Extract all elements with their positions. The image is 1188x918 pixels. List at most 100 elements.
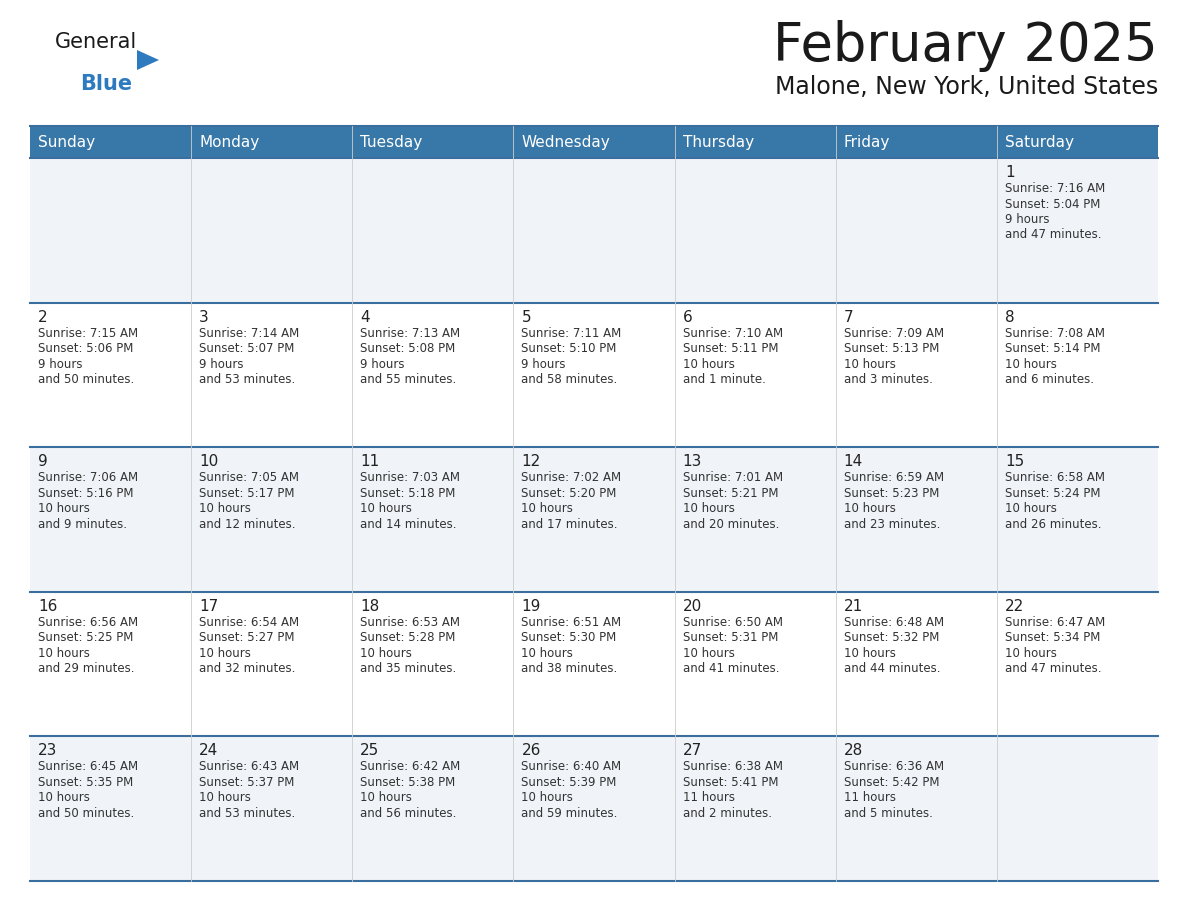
Bar: [835, 158, 997, 303]
Text: 6: 6: [683, 309, 693, 325]
Text: 14: 14: [843, 454, 862, 469]
Text: 10 hours: 10 hours: [200, 791, 251, 804]
Text: 10: 10: [200, 454, 219, 469]
Bar: [353, 303, 513, 447]
Text: Sunrise: 6:53 AM: Sunrise: 6:53 AM: [360, 616, 460, 629]
Text: Sunset: 5:24 PM: Sunset: 5:24 PM: [1005, 487, 1100, 499]
Text: Sunrise: 7:11 AM: Sunrise: 7:11 AM: [522, 327, 621, 340]
Text: Blue: Blue: [80, 74, 132, 94]
Text: Sunrise: 7:06 AM: Sunrise: 7:06 AM: [38, 471, 138, 484]
Text: Sunrise: 7:13 AM: Sunrise: 7:13 AM: [360, 327, 461, 340]
Text: Thursday: Thursday: [683, 135, 753, 150]
Text: 23: 23: [38, 744, 57, 758]
Text: Sunrise: 6:43 AM: Sunrise: 6:43 AM: [200, 760, 299, 773]
Text: Sunset: 5:07 PM: Sunset: 5:07 PM: [200, 342, 295, 355]
Bar: [30, 592, 191, 736]
Bar: [997, 158, 1158, 303]
Text: Sunrise: 7:16 AM: Sunrise: 7:16 AM: [1005, 182, 1105, 195]
Text: 8: 8: [1005, 309, 1015, 325]
Text: Sunset: 5:16 PM: Sunset: 5:16 PM: [38, 487, 133, 499]
Text: Saturday: Saturday: [1005, 135, 1074, 150]
Bar: [835, 126, 997, 158]
Text: Sunrise: 6:58 AM: Sunrise: 6:58 AM: [1005, 471, 1105, 484]
Text: 9 hours: 9 hours: [360, 358, 405, 371]
Text: 26: 26: [522, 744, 541, 758]
Text: and 20 minutes.: and 20 minutes.: [683, 518, 779, 531]
Text: 10 hours: 10 hours: [38, 502, 90, 515]
Text: Sunrise: 7:15 AM: Sunrise: 7:15 AM: [38, 327, 138, 340]
Text: Sunset: 5:08 PM: Sunset: 5:08 PM: [360, 342, 455, 355]
Bar: [835, 592, 997, 736]
Text: and 29 minutes.: and 29 minutes.: [38, 662, 134, 676]
Text: Tuesday: Tuesday: [360, 135, 423, 150]
Text: and 35 minutes.: and 35 minutes.: [360, 662, 456, 676]
Text: Sunrise: 6:54 AM: Sunrise: 6:54 AM: [200, 616, 299, 629]
Text: Sunset: 5:35 PM: Sunset: 5:35 PM: [38, 776, 133, 789]
Text: 10 hours: 10 hours: [683, 647, 734, 660]
Text: Sunrise: 6:47 AM: Sunrise: 6:47 AM: [1005, 616, 1105, 629]
Text: and 47 minutes.: and 47 minutes.: [1005, 662, 1101, 676]
Text: Sunset: 5:23 PM: Sunset: 5:23 PM: [843, 487, 939, 499]
Text: 9 hours: 9 hours: [38, 358, 82, 371]
Text: and 50 minutes.: and 50 minutes.: [38, 807, 134, 820]
Text: Sunset: 5:39 PM: Sunset: 5:39 PM: [522, 776, 617, 789]
Bar: [835, 736, 997, 881]
Text: 11 hours: 11 hours: [683, 791, 734, 804]
Text: and 59 minutes.: and 59 minutes.: [522, 807, 618, 820]
Text: Sunset: 5:32 PM: Sunset: 5:32 PM: [843, 632, 939, 644]
Text: 2: 2: [38, 309, 48, 325]
Text: Sunset: 5:27 PM: Sunset: 5:27 PM: [200, 632, 295, 644]
Text: Sunset: 5:14 PM: Sunset: 5:14 PM: [1005, 342, 1100, 355]
Bar: [191, 736, 353, 881]
Text: and 32 minutes.: and 32 minutes.: [200, 662, 296, 676]
Text: 24: 24: [200, 744, 219, 758]
Text: 15: 15: [1005, 454, 1024, 469]
Bar: [997, 303, 1158, 447]
Bar: [513, 736, 675, 881]
Text: Sunset: 5:17 PM: Sunset: 5:17 PM: [200, 487, 295, 499]
Text: 10 hours: 10 hours: [1005, 647, 1057, 660]
Bar: [675, 592, 835, 736]
Bar: [675, 736, 835, 881]
Text: Monday: Monday: [200, 135, 259, 150]
Text: 10 hours: 10 hours: [843, 502, 896, 515]
Text: 9 hours: 9 hours: [522, 358, 565, 371]
Text: Sunrise: 7:14 AM: Sunrise: 7:14 AM: [200, 327, 299, 340]
Text: 10 hours: 10 hours: [522, 647, 574, 660]
Text: Sunrise: 6:59 AM: Sunrise: 6:59 AM: [843, 471, 943, 484]
Text: and 17 minutes.: and 17 minutes.: [522, 518, 618, 531]
Text: 3: 3: [200, 309, 209, 325]
Text: February 2025: February 2025: [773, 20, 1158, 72]
Bar: [30, 126, 191, 158]
Bar: [513, 447, 675, 592]
Bar: [30, 158, 191, 303]
Text: Sunday: Sunday: [38, 135, 95, 150]
Text: and 38 minutes.: and 38 minutes.: [522, 662, 618, 676]
Text: Sunset: 5:41 PM: Sunset: 5:41 PM: [683, 776, 778, 789]
Text: Sunset: 5:11 PM: Sunset: 5:11 PM: [683, 342, 778, 355]
Bar: [353, 126, 513, 158]
Text: 10 hours: 10 hours: [683, 502, 734, 515]
Text: General: General: [55, 32, 138, 52]
Bar: [191, 592, 353, 736]
Text: Sunset: 5:37 PM: Sunset: 5:37 PM: [200, 776, 295, 789]
Text: 11: 11: [360, 454, 379, 469]
Text: Sunset: 5:10 PM: Sunset: 5:10 PM: [522, 342, 617, 355]
Text: Sunrise: 6:40 AM: Sunrise: 6:40 AM: [522, 760, 621, 773]
Text: Sunrise: 6:56 AM: Sunrise: 6:56 AM: [38, 616, 138, 629]
Text: 1: 1: [1005, 165, 1015, 180]
Text: 10 hours: 10 hours: [360, 502, 412, 515]
Text: 10 hours: 10 hours: [200, 647, 251, 660]
Bar: [675, 126, 835, 158]
Bar: [191, 158, 353, 303]
Bar: [513, 158, 675, 303]
Text: and 23 minutes.: and 23 minutes.: [843, 518, 940, 531]
Text: and 14 minutes.: and 14 minutes.: [360, 518, 456, 531]
Text: Sunrise: 7:02 AM: Sunrise: 7:02 AM: [522, 471, 621, 484]
Text: 18: 18: [360, 599, 379, 614]
Text: Wednesday: Wednesday: [522, 135, 611, 150]
Text: Sunrise: 6:51 AM: Sunrise: 6:51 AM: [522, 616, 621, 629]
Text: Sunset: 5:38 PM: Sunset: 5:38 PM: [360, 776, 455, 789]
Bar: [353, 158, 513, 303]
Text: Sunset: 5:06 PM: Sunset: 5:06 PM: [38, 342, 133, 355]
